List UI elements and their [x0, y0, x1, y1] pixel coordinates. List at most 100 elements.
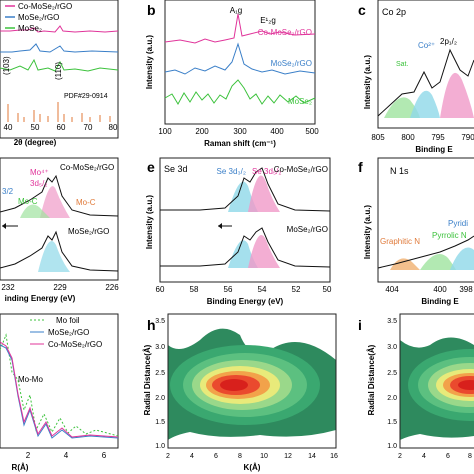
- panel-c-ylabel: Intensity (a.u.): [363, 55, 372, 110]
- panel-i-ytick: 2.5: [387, 370, 397, 377]
- panel-h-letter: h: [147, 317, 156, 333]
- panel-f-xlabel: Binding E: [421, 297, 459, 306]
- panel-b-raman: b Intensity (a.u.) A₁g E¹₂g Co-MoSe₂/rGO…: [145, 0, 319, 148]
- panel-g-xtick: 6: [102, 451, 107, 460]
- panel-d-env-upper: [0, 174, 119, 217]
- panel-f-annot-pyrrolic: Pyrrolic N: [432, 231, 467, 240]
- panel-e-xlabel: Binding Energy (eV): [207, 297, 284, 306]
- panel-i-xtick: 8: [468, 453, 472, 460]
- panel-b-xtick: 500: [305, 127, 319, 136]
- panel-i-xtick: 2: [398, 453, 402, 460]
- panel-i-ytick: 1.0: [387, 443, 397, 450]
- panel-i-ytick: 1.5: [387, 419, 397, 426]
- panel-b-xtick: 300: [233, 127, 247, 136]
- panel-f-ylabel: Intensity (a.u.): [363, 205, 372, 260]
- panel-h-xtick: 16: [330, 453, 338, 460]
- panel-b-label-mosegro: MoSe₂/rGO: [271, 59, 312, 68]
- panel-d-label-mosegro: MoSe₂/rGO: [68, 227, 109, 236]
- panel-c-annot-sat: Sat.: [396, 61, 409, 68]
- panel-a-pdf-sticks: [7, 102, 111, 122]
- panel-c-letter: c: [358, 2, 366, 18]
- panel-a-xtick: 70: [84, 123, 93, 132]
- panel-b-xtick: 400: [270, 127, 284, 136]
- panel-e-xtick: 54: [258, 285, 267, 294]
- panel-b-xtick: 100: [158, 127, 172, 136]
- panel-e-letter: e: [147, 159, 155, 175]
- panel-e-frame: [159, 157, 331, 283]
- panel-b-line-co: [164, 13, 316, 44]
- panel-e-xtick: 50: [323, 285, 332, 294]
- panel-e-arrowhead: [218, 223, 222, 229]
- panel-g-legend-mosegro: MoSe₂/rGO: [48, 328, 89, 337]
- panel-c-fill-green: [384, 97, 420, 118]
- panel-i-ytick: 3.0: [387, 344, 397, 351]
- panel-a-xtick: 60: [57, 123, 66, 132]
- panel-f-fill-green: [420, 254, 456, 270]
- panel-b-peak-a1g: A₁g: [230, 6, 242, 15]
- panel-i-letter: i: [358, 317, 362, 333]
- panel-h-ylabel: Radial Distance(Å): [143, 344, 152, 415]
- panel-f-n1s: f N 1s Intensity (a.u.) Graphitic N Pyrr…: [358, 157, 474, 306]
- panel-c-xtick: 805: [371, 133, 385, 142]
- panel-h-xlabel: K(Å): [244, 463, 261, 472]
- panel-i-xtick: 4: [422, 453, 426, 460]
- panel-e-env-upper: [160, 167, 331, 212]
- panel-e-xtick: 58: [190, 285, 199, 294]
- panel-h-xtick: 8: [238, 453, 242, 460]
- panel-a-legend-mosegro: MoSe₂/rGO: [18, 13, 59, 22]
- panel-d-xlabel: inding Energy (eV): [5, 294, 76, 303]
- panel-h-xtick: 10: [260, 453, 268, 460]
- panel-g-legend-mofoil: Mo foil: [56, 316, 80, 325]
- panel-a-frame: [0, 0, 119, 139]
- panel-e-annot-se52: Se 3d₅/₂: [252, 167, 281, 176]
- panel-i-xtick: 6: [446, 453, 450, 460]
- panel-h-xtick: 14: [308, 453, 316, 460]
- panel-a-peak-103: (103): [2, 56, 11, 75]
- panel-g-line-mofoil: [0, 333, 119, 437]
- panel-c-xtick: 795: [431, 133, 445, 142]
- panel-g-exafs: Mo foil MoSe₂/rGO Co-MoSe₂/rGO Mo-Mo 2 4…: [0, 313, 119, 472]
- panel-e-ylabel: Intensity (a.u.): [145, 195, 154, 250]
- panel-g-legend-co: Co-MoSe₂/rGO: [48, 340, 102, 349]
- panel-a-line-co: [0, 25, 119, 33]
- panel-c-fill-magenta: [440, 72, 474, 118]
- panel-h-xtick: 4: [190, 453, 194, 460]
- panel-b-peak-e2g: E¹₂g: [260, 16, 276, 25]
- panel-f-fill-cyan: [450, 247, 474, 270]
- panel-d-xtick: 226: [105, 283, 119, 292]
- panel-d-fill-lower: [38, 241, 70, 272]
- panel-b-xtick: 200: [195, 127, 209, 136]
- panel-e-se3d: e Se 3d Intensity (a.u.) Se 3d₃/₂ Se 3d₅…: [145, 157, 332, 306]
- panel-g-frame: [0, 313, 119, 449]
- panel-a-xtick: 80: [109, 123, 118, 132]
- panel-a-xrd: Co-MoSe₂/rGO MoSe₂/rGO MoSe₂ (103) (110)…: [0, 0, 119, 147]
- panel-d-label-co: Co-MoSe₂/rGO: [60, 163, 114, 172]
- panel-d-annot-moc-left: Mo-C: [18, 197, 38, 206]
- panel-e-xtick: 52: [292, 285, 301, 294]
- panel-f-annot-pyridinic: Pyridi: [448, 219, 468, 228]
- panel-g-xtick: 2: [26, 451, 31, 460]
- panel-e-xtick: 60: [156, 285, 165, 294]
- panel-d-xtick: 232: [1, 283, 15, 292]
- panel-f-xtick: 404: [385, 285, 399, 294]
- panel-h-contours: [168, 314, 336, 448]
- panel-c-xtick: 800: [401, 133, 415, 142]
- panel-a-pdf-label: PDF#29-0914: [64, 93, 108, 100]
- panel-f-annot-graphitic: Graphitic N: [380, 237, 420, 246]
- panel-h-frame: [167, 313, 337, 449]
- panel-h-xtick: 12: [284, 453, 292, 460]
- panel-a-xtick: 40: [4, 123, 13, 132]
- panel-c-title: Co 2p: [382, 7, 406, 17]
- panel-f-letter: f: [358, 159, 363, 175]
- panel-f-title: N 1s: [390, 166, 409, 176]
- panel-c-fill-cyan: [410, 90, 440, 118]
- panel-d-xtick: 229: [53, 283, 67, 292]
- panel-e-fill-magenta-upper: [248, 175, 280, 212]
- panel-e-title: Se 3d: [164, 164, 188, 174]
- panel-c-annot-co2: Co²⁺: [418, 41, 435, 50]
- panel-h-ytick: 3.5: [155, 318, 165, 325]
- panel-d-annot-32: 3/2: [2, 187, 14, 196]
- panel-i-wavelet: i Radial Distance(Å) 1.0 1.5 2.0 2.5 3.0…: [358, 313, 474, 460]
- panel-f-fill-orange: [390, 258, 420, 270]
